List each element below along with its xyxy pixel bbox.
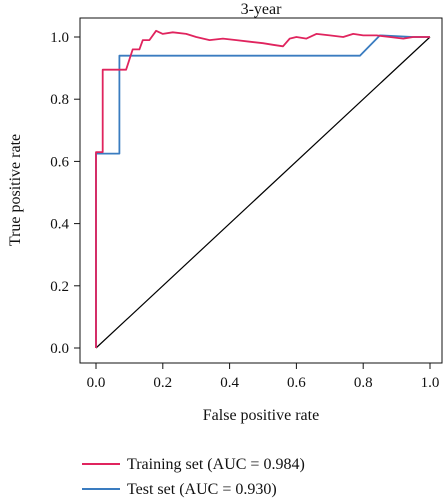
y-tick-label: 0.2	[50, 279, 69, 295]
x-tick-label: 1.0	[421, 375, 440, 391]
x-axis-label: False positive rate	[203, 407, 319, 424]
x-tick-label: 0.4	[220, 375, 239, 391]
y-axis-label: True positive rate	[7, 134, 24, 246]
series-line-0	[95, 29, 430, 348]
x-tick-label: 0.6	[287, 375, 306, 391]
x-tick-label: 0.2	[153, 375, 172, 391]
plot-frame	[79, 17, 443, 364]
y-tick-label: 1.0	[50, 30, 69, 46]
legend-label-1: Test set (AUC = 0.930)	[127, 481, 277, 498]
y-tick-label: 0.0	[50, 341, 69, 357]
x-tick-label: 0.8	[354, 375, 373, 391]
diagonal-reference-line	[95, 36, 431, 349]
series-line-1	[95, 34, 430, 348]
legend: Training set (AUC = 0.984) Test set (AUC …	[82, 456, 305, 498]
chart-lines	[95, 29, 431, 349]
legend-label-0: Training set (AUC = 0.984)	[127, 456, 305, 473]
x-tick-label: 0.0	[87, 375, 106, 391]
y-tick-label: 0.8	[50, 92, 69, 108]
y-tick-label: 0.4	[50, 217, 69, 233]
x-axis-ticks: 0.0 0.2 0.4 0.6 0.8 1.0	[87, 363, 440, 391]
y-axis-ticks: 0.0 0.2 0.4 0.6 0.8 1.0	[50, 30, 80, 357]
y-tick-label: 0.6	[50, 154, 69, 170]
chart-title: 3-year	[241, 1, 283, 18]
